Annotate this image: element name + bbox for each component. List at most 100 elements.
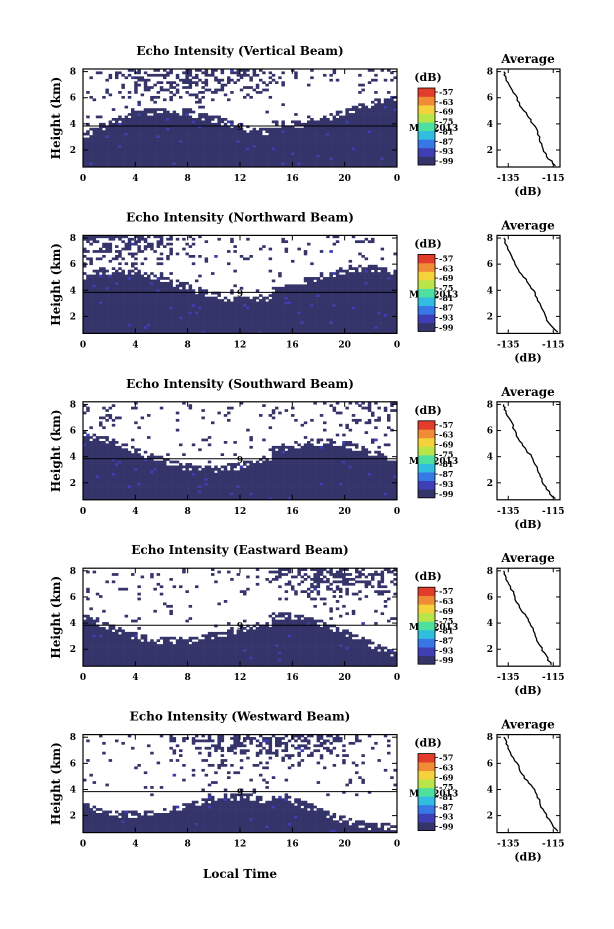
echo-cell (131, 321, 135, 324)
echo-cell (188, 69, 193, 72)
echo-cell (249, 316, 253, 319)
echo-cell (364, 154, 369, 158)
echo-cell (169, 326, 173, 329)
echo-cell (371, 281, 375, 285)
echo-cell (387, 115, 391, 119)
echo-cell (86, 492, 90, 496)
echo-cell (390, 157, 394, 160)
echo-cell (377, 326, 381, 329)
echo-cell (182, 113, 186, 116)
echo-cell (150, 154, 154, 158)
echo-cell (198, 113, 202, 116)
echo-cell (339, 284, 343, 288)
echo-cell (159, 125, 164, 129)
echo-cell (124, 330, 129, 334)
echo-cell (169, 147, 173, 151)
echo-cell (127, 149, 132, 153)
echo-cell (300, 140, 305, 143)
echo-cell (182, 86, 186, 89)
echo-cell (262, 299, 266, 302)
echo-cell (105, 137, 109, 141)
echo-cell (310, 149, 314, 153)
x-tick-label: 0 (80, 174, 86, 184)
echo-cell (220, 130, 225, 133)
echo-cell (102, 157, 106, 160)
echo-cell (143, 301, 148, 305)
echo-cell (95, 313, 100, 317)
echo-cell (355, 316, 359, 319)
echo-cell (195, 296, 199, 300)
echo-cell (361, 272, 365, 275)
echo-cell (201, 162, 205, 165)
echo-cell (115, 323, 119, 327)
echo-cell (332, 294, 337, 297)
echo-cell (275, 135, 279, 138)
echo-cell (127, 323, 132, 327)
echo-cell (185, 81, 189, 84)
echo-cell (332, 330, 337, 334)
echo-cell (371, 110, 375, 114)
echo-cell (99, 482, 103, 486)
echo-cell (367, 272, 372, 275)
echo-cell (163, 142, 167, 146)
echo-cell (252, 313, 257, 317)
echo-cell (175, 135, 180, 138)
echo-cell (166, 311, 170, 315)
echo-cell (281, 130, 285, 133)
echo-cell (348, 281, 353, 285)
echo-cell (108, 279, 113, 283)
echo-cell (156, 301, 161, 305)
echo-cell (83, 458, 87, 461)
echo-cell (262, 304, 266, 307)
echo-cell (140, 284, 145, 288)
echo-cell (169, 115, 173, 119)
echo-cell (179, 118, 183, 121)
echo-cell (83, 494, 87, 498)
echo-cell (182, 137, 186, 141)
echo-cell (227, 120, 231, 124)
echo-cell (387, 164, 391, 168)
echo-cell (111, 162, 116, 165)
echo-cell (153, 113, 157, 116)
echo-cell (281, 144, 285, 148)
echo-cell (294, 313, 298, 317)
echo-cell (323, 326, 327, 329)
echo-cell (204, 137, 209, 141)
echo-cell (143, 284, 148, 288)
echo-cell (355, 279, 359, 283)
echo-cell (198, 125, 202, 129)
echo-cell (201, 71, 205, 75)
echo-cell (361, 274, 365, 278)
y-tick-label: 6 (70, 94, 76, 104)
echo-cell (345, 132, 349, 136)
echo-cell (364, 301, 369, 305)
echo-cell (236, 326, 241, 329)
echo-cell (316, 125, 321, 129)
echo-cell (361, 304, 365, 307)
echo-cell (291, 299, 295, 302)
echo-cell (377, 306, 381, 310)
echo-cell (124, 296, 129, 300)
colorbar-segment (418, 147, 435, 157)
echo-cell (374, 108, 378, 111)
echo-cell (265, 137, 269, 141)
echo-cell (169, 304, 173, 307)
echo-cell (313, 313, 317, 317)
echo-cell (140, 113, 145, 116)
echo-cell (89, 147, 93, 151)
echo-cell (342, 318, 346, 322)
echo-cell (246, 311, 250, 315)
echo-cell (143, 289, 148, 293)
echo-cell (377, 328, 381, 332)
echo-cell (156, 164, 161, 168)
echo-cell (217, 299, 221, 302)
echo-cell (351, 120, 356, 124)
echo-cell (163, 130, 167, 133)
echo-cell (268, 81, 273, 84)
echo-cell (364, 257, 369, 261)
echo-cell (393, 277, 397, 280)
echo-cell (105, 154, 109, 158)
echo-cell (201, 154, 205, 158)
echo-cell (383, 120, 388, 124)
echo-cell (89, 426, 93, 430)
